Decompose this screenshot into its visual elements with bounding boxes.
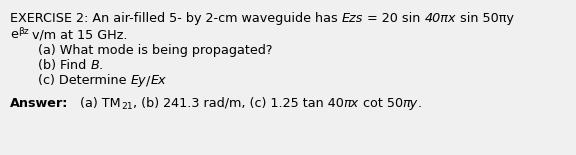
Text: (c) Determine: (c) Determine <box>38 74 131 87</box>
Text: 21: 21 <box>121 102 132 111</box>
Text: πx: πx <box>343 97 359 110</box>
Text: Ex: Ex <box>150 74 166 87</box>
Text: .: . <box>418 97 422 110</box>
Text: Ezs: Ezs <box>342 12 363 25</box>
Text: 40πx: 40πx <box>425 12 456 25</box>
Text: /: / <box>146 74 150 87</box>
Text: e: e <box>10 28 18 41</box>
Text: B: B <box>90 59 99 72</box>
Text: Ey: Ey <box>131 74 146 87</box>
Text: , (b) 241.3 rad/m, (c) 1.25 tan 40: , (b) 241.3 rad/m, (c) 1.25 tan 40 <box>132 97 343 110</box>
Text: EXERCISE 2: An air-filled 5- by 2-cm waveguide has: EXERCISE 2: An air-filled 5- by 2-cm wav… <box>10 12 342 25</box>
Text: (a) What mode is being propagated?: (a) What mode is being propagated? <box>38 44 272 57</box>
Text: cot 50: cot 50 <box>359 97 403 110</box>
Text: sin 50πy: sin 50πy <box>456 12 514 25</box>
Text: .: . <box>99 59 103 72</box>
Text: βz: βz <box>18 27 28 36</box>
Text: Answer:: Answer: <box>10 97 69 110</box>
Text: πy: πy <box>403 97 418 110</box>
Text: v/m at 15 GHz.: v/m at 15 GHz. <box>28 28 128 41</box>
Text: (a) TM: (a) TM <box>69 97 121 110</box>
Text: (b) Find: (b) Find <box>38 59 90 72</box>
Text: = 20 sin: = 20 sin <box>363 12 425 25</box>
